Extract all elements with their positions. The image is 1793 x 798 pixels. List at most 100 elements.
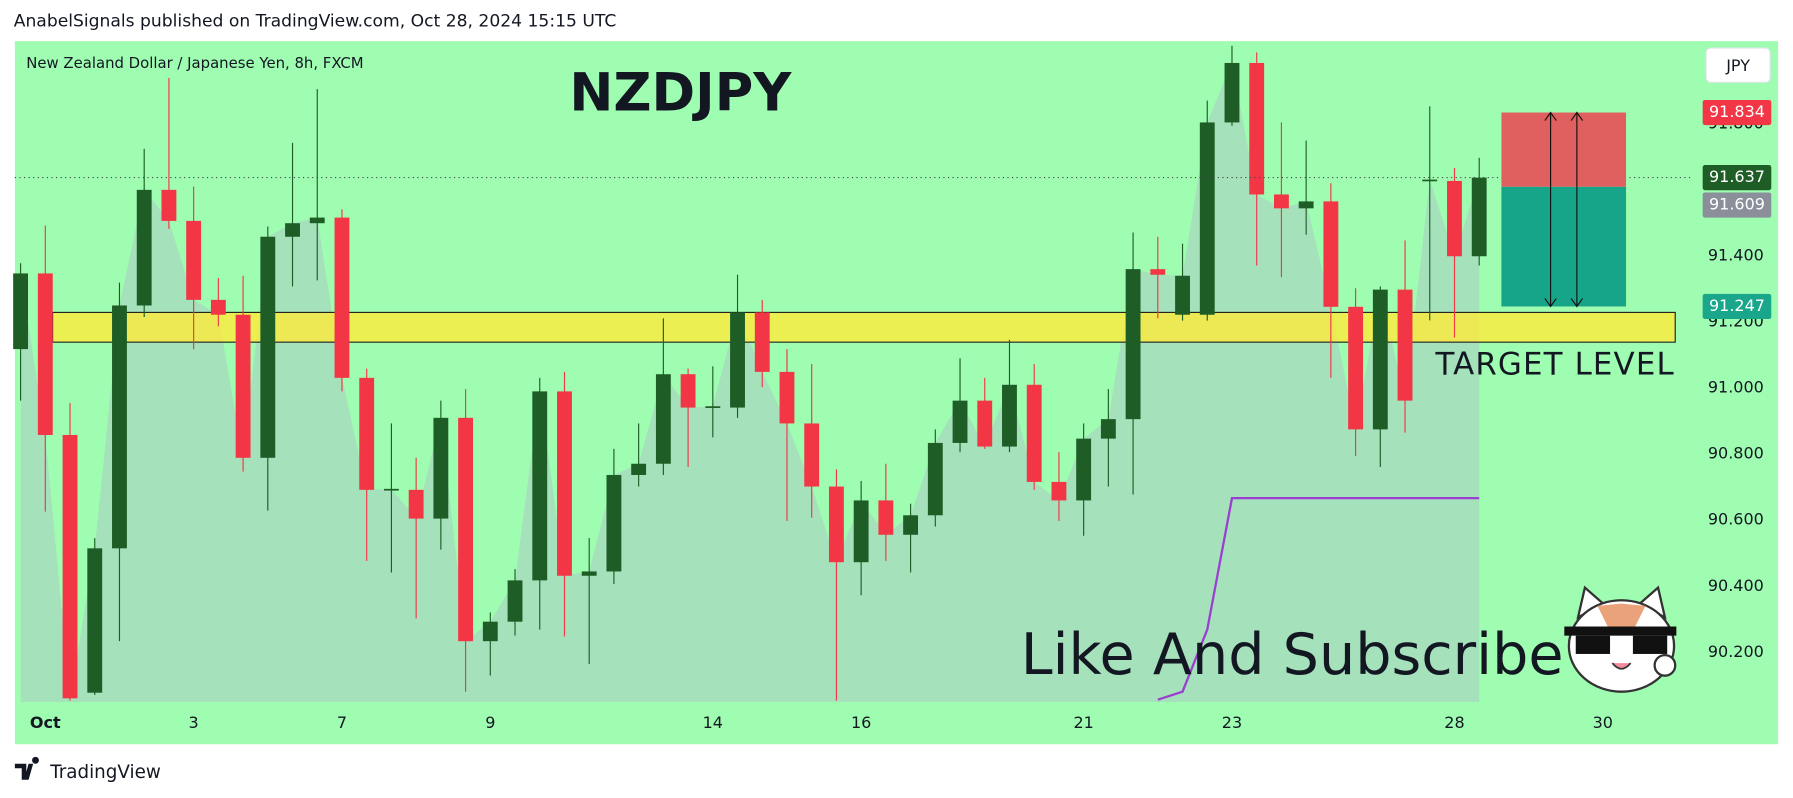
candle-body — [705, 406, 721, 408]
currency: JPY — [1725, 56, 1750, 75]
stop-zone — [1501, 112, 1627, 187]
candle-body — [878, 500, 894, 535]
candle-body — [383, 488, 399, 491]
candle-body — [1199, 122, 1215, 315]
candle-body — [433, 417, 449, 519]
overlay-text: Like And Subscribe — [1021, 622, 1564, 688]
candle-body — [927, 442, 943, 516]
candle-body — [87, 548, 103, 693]
candle-body — [804, 423, 820, 487]
candle-body — [557, 391, 572, 576]
candle-body — [260, 236, 276, 458]
candle-body — [655, 374, 671, 464]
candle-body — [285, 223, 300, 237]
candle-body — [1397, 289, 1413, 401]
price-label: 91.834 — [1709, 102, 1765, 121]
candle-body — [1125, 269, 1141, 420]
candle-body — [161, 189, 177, 221]
candle-body — [1298, 201, 1314, 209]
candle-body — [482, 621, 498, 642]
y-tick-label: 91.000 — [1708, 378, 1764, 397]
candle-body — [1100, 419, 1116, 439]
candle-body — [112, 305, 127, 549]
candle-body — [1422, 179, 1438, 182]
arrow-head — [1544, 111, 1557, 308]
candle-body — [309, 217, 325, 224]
candle-body — [1026, 384, 1042, 482]
candle-body — [1002, 384, 1017, 447]
candle-body — [210, 299, 226, 315]
price-label-box — [1702, 99, 1772, 126]
y-tick-label: 91.400 — [1708, 245, 1764, 264]
y-tick-label: 90.600 — [1708, 510, 1764, 529]
header: AnabelSignals published on TradingView.c… — [14, 12, 617, 32]
candle-body — [1076, 438, 1092, 501]
price-label-box — [1702, 165, 1772, 191]
x-tick-label: 28 — [1444, 713, 1464, 732]
x-tick-label: 14 — [703, 713, 723, 732]
candle-body — [235, 314, 251, 458]
chart-title: NZDJPY — [569, 63, 792, 124]
candle-body — [828, 486, 844, 563]
candle-body — [1471, 177, 1487, 257]
logo — [14, 756, 39, 780]
target-zone-box — [1501, 186, 1627, 307]
candle-body — [1273, 194, 1289, 209]
indicator-line — [1157, 496, 1480, 701]
price-label: 91.609 — [1709, 195, 1765, 214]
x-tick-label: 23 — [1222, 713, 1242, 732]
x-tick-label: 16 — [851, 713, 871, 732]
candle-body — [1348, 306, 1364, 430]
price-label-box — [1702, 293, 1772, 320]
candle-body — [952, 400, 968, 443]
price-label: 91.247 — [1709, 296, 1765, 315]
candle-body — [853, 500, 869, 563]
price-label-box — [1702, 192, 1772, 218]
target-zone — [52, 311, 1676, 343]
candle-body — [62, 434, 78, 699]
candle-body — [532, 391, 548, 581]
footer-brand: TradingView — [49, 762, 161, 783]
x-tick-label: Oct — [30, 713, 61, 732]
candle-body — [507, 580, 523, 622]
candle-body — [1372, 289, 1388, 430]
candle-body — [1051, 481, 1067, 501]
candle-body — [1447, 180, 1462, 257]
close-area — [20, 62, 1480, 702]
candle-body — [1249, 62, 1265, 195]
candle-body — [13, 273, 29, 350]
currency-box — [1705, 47, 1771, 83]
candle-body — [754, 312, 770, 372]
y-tick-label: 90.400 — [1708, 576, 1764, 595]
x-tick-label: 9 — [485, 713, 495, 732]
candle-body — [359, 377, 375, 490]
candle-body — [458, 417, 474, 642]
x-tick-label: 21 — [1073, 713, 1093, 732]
candle-body — [606, 474, 622, 572]
y-tick-label: 90.800 — [1708, 444, 1764, 463]
candle-body — [977, 400, 993, 447]
candle-body — [1224, 62, 1240, 123]
price-label: 91.637 — [1709, 167, 1765, 186]
arrow-head — [1570, 111, 1584, 308]
candle-body — [408, 489, 424, 519]
subtitle: New Zealand Dollar / Japanese Yen, 8h, F… — [26, 54, 363, 72]
zone-label: TARGET LEVEL — [1434, 346, 1674, 382]
candle-body — [1323, 201, 1339, 307]
candle-body — [680, 374, 696, 408]
x-tick-label: 7 — [337, 713, 347, 732]
candle-body — [730, 312, 745, 408]
y-tick-label: 90.200 — [1708, 642, 1764, 661]
candle-body — [136, 189, 152, 306]
candle-body — [779, 371, 795, 424]
x-tick-label: 3 — [189, 713, 199, 732]
candle-body — [334, 217, 350, 378]
candle-body — [1150, 269, 1166, 275]
candle-body — [186, 220, 202, 300]
candle-body — [903, 515, 919, 535]
candle-body — [581, 571, 597, 576]
candle-body — [37, 273, 53, 435]
cat-sticker — [1564, 585, 1677, 693]
candle-body — [631, 463, 647, 475]
